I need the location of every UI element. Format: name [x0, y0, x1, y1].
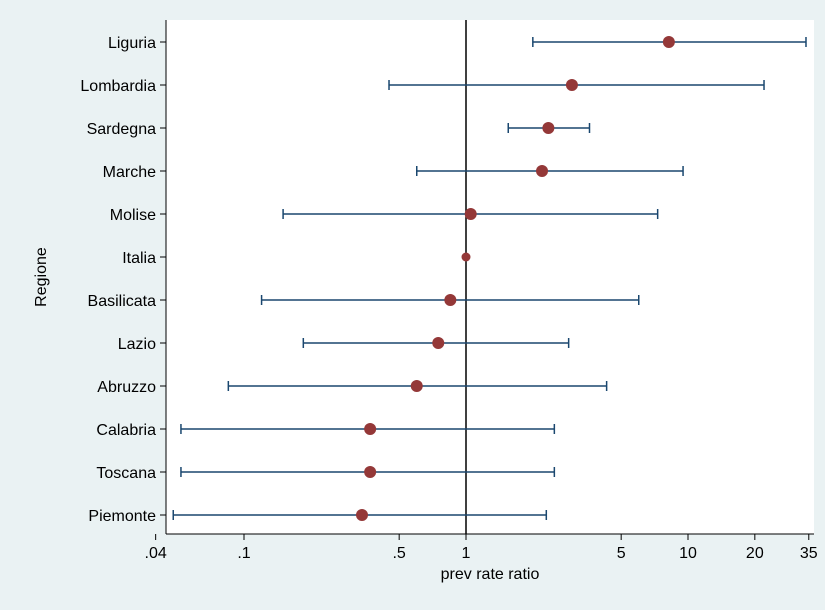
y-tick-label: Calabria	[96, 422, 156, 439]
y-tick-label: Abruzzo	[97, 379, 156, 396]
x-tick-label: .5	[392, 545, 405, 562]
y-tick-label: Toscana	[96, 465, 156, 482]
x-tick-label: .04	[145, 545, 167, 562]
y-tick-label: Piemonte	[88, 508, 156, 525]
y-tick-label: Marche	[103, 164, 156, 181]
point-estimate	[355, 509, 368, 521]
x-tick-label: 35	[800, 545, 818, 562]
y-tick-label: Molise	[110, 207, 156, 224]
plot-area	[166, 20, 814, 534]
x-tick-label: .1	[237, 545, 250, 562]
x-tick-label: 1	[462, 545, 471, 562]
point-estimate	[461, 252, 471, 262]
point-estimate	[565, 79, 578, 91]
y-tick-label: Lazio	[118, 336, 156, 353]
y-tick-label: Lombardia	[80, 78, 156, 95]
x-tick-label: 20	[746, 545, 764, 562]
y-axis-label: Regione	[33, 247, 50, 307]
y-tick-label: Basilicata	[88, 293, 157, 310]
point-estimate	[432, 337, 445, 349]
x-axis: .04 .1 .5 1 5 10 20 35	[145, 533, 818, 562]
y-tick-label: Liguria	[108, 35, 156, 52]
y-tick-label: Sardegna	[87, 121, 156, 138]
point-estimate	[662, 36, 675, 48]
y-axis: Liguria Lombardia Sardegna Marche Molise Ital…	[80, 20, 167, 534]
point-estimate	[536, 165, 549, 177]
x-axis-label: prev rate ratio	[441, 566, 540, 583]
y-tick-label: Italia	[122, 250, 156, 267]
point-estimate	[542, 122, 555, 134]
x-tick-label: 5	[617, 545, 626, 562]
point-estimate	[364, 423, 377, 435]
point-estimate	[364, 466, 377, 478]
x-tick-label: 10	[679, 545, 697, 562]
point-estimate	[410, 380, 423, 392]
chart-marks	[172, 20, 807, 534]
point-estimate	[444, 294, 457, 306]
point-estimate	[464, 208, 477, 220]
